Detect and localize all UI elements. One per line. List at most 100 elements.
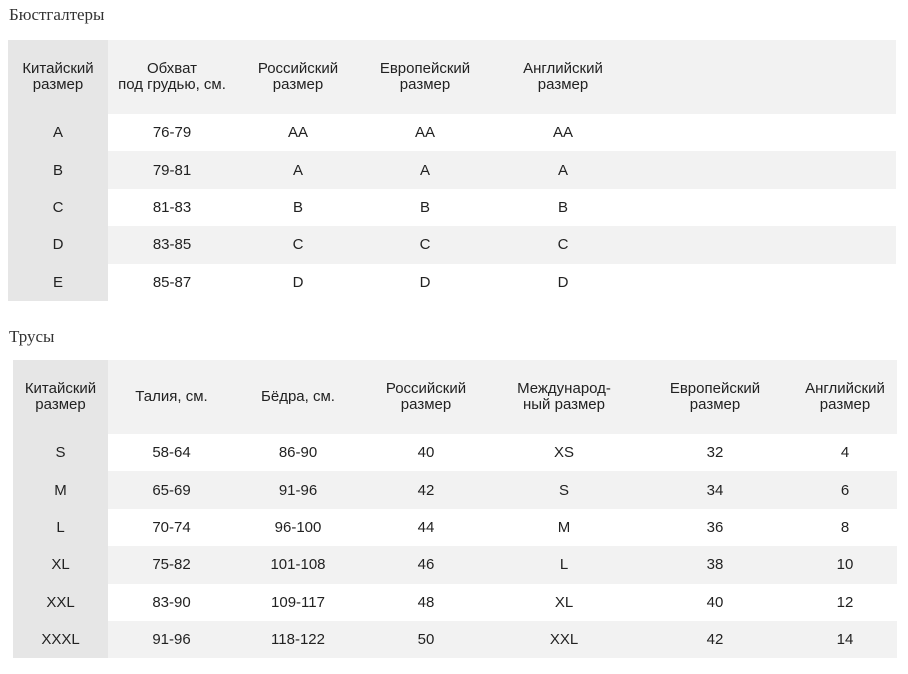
table-cell: 96-100: [274, 518, 322, 536]
table-cell: 14: [793, 620, 897, 659]
table-cell: 81-83: [152, 198, 192, 216]
table-cell: 109-117: [271, 593, 325, 611]
column-header: Английский размер: [793, 360, 897, 434]
table-cell: D: [8, 226, 108, 264]
table-cell: XL: [13, 546, 108, 584]
table-cell: 83-85: [108, 226, 236, 264]
table-cell: XXL: [491, 620, 637, 659]
panties-size-table: Китайский размер Талия, см. Бёдра, см. Росси…: [13, 360, 897, 659]
table-cell: 42: [637, 620, 793, 659]
table-row: XXXL 91-96 118-122 50 XXL 42 14: [13, 620, 897, 659]
table-cell: C: [360, 226, 490, 264]
table-cell: 85-87: [152, 273, 192, 291]
table-cell: L: [13, 508, 108, 547]
table-cell: 118-122: [235, 620, 361, 659]
table-cell: D: [557, 273, 569, 291]
table-cell: A: [360, 151, 490, 189]
table-cell: 91-96: [108, 620, 235, 659]
table-cell: A: [490, 151, 636, 189]
table-cell: C: [236, 226, 360, 264]
table-cell: 32: [706, 444, 724, 462]
column-header: Китайский размер: [13, 360, 108, 434]
table-cell: 44: [417, 518, 435, 536]
table-cell: C: [490, 226, 636, 264]
column-header: Талия, см.: [108, 360, 235, 434]
table-cell: AA: [552, 124, 573, 142]
table-cell-empty: [636, 264, 896, 301]
table-cell-empty: [636, 226, 896, 264]
table-cell: 42: [361, 471, 491, 509]
table-cell: AA: [414, 124, 435, 142]
table-cell: 6: [793, 471, 897, 509]
table-cell: M: [13, 471, 108, 509]
table-cell: D: [292, 273, 304, 291]
table-row: B 79-81 A A A: [8, 151, 896, 189]
table-row: XL 75-82 101-108 46 L 38 10: [13, 546, 897, 584]
table-cell: 50: [361, 620, 491, 659]
table-row: D 83-85 C C C: [8, 226, 896, 264]
table-cell: 91-96: [235, 471, 361, 509]
table-row: S 58-64 86-90 40 XS 32 4: [13, 434, 897, 472]
table-cell: 46: [361, 546, 491, 584]
table-cell: B: [419, 198, 430, 216]
table-cell: D: [419, 273, 431, 291]
table-row: A 76-79 AA AA AA: [8, 114, 896, 152]
table-header-row: Китайский размер Обхват под грудью, см. Росс…: [8, 40, 896, 114]
bras-section-title: Бюстгалтеры: [9, 5, 105, 24]
table-cell: 36: [706, 518, 724, 536]
table-cell: M: [557, 518, 571, 536]
column-header: Обхват под грудью, см.: [108, 40, 236, 114]
bras-size-table: Китайский размер Обхват под грудью, см. Росс…: [8, 40, 896, 301]
table-cell: 83-90: [152, 593, 191, 611]
column-header: Международ-ный размер: [491, 360, 637, 434]
table-cell: 79-81: [108, 151, 236, 189]
table-cell: 40: [417, 444, 435, 462]
table-cell: B: [557, 198, 568, 216]
table-cell: C: [8, 188, 108, 227]
table-cell: AA: [287, 124, 308, 142]
column-header: Бёдра, см.: [235, 360, 361, 434]
table-cell: 40: [706, 593, 724, 611]
table-cell: 12: [836, 593, 854, 611]
table-cell: 86-90: [278, 444, 318, 462]
table-cell-empty: [636, 114, 896, 151]
table-cell: 4: [840, 444, 850, 462]
table-cell: L: [491, 546, 637, 584]
table-cell: XL: [554, 593, 574, 611]
table-cell: B: [8, 151, 108, 189]
table-row: L 70-74 96-100 44 M 36 8: [13, 508, 897, 547]
column-header-empty: [636, 40, 896, 114]
table-cell: 48: [417, 593, 435, 611]
column-header: Английский размер: [490, 40, 636, 114]
table-cell: S: [491, 471, 637, 509]
table-cell: S: [13, 434, 108, 472]
column-header: Российский размер: [236, 40, 360, 114]
table-cell: XXXL: [13, 620, 108, 659]
table-cell: A: [236, 151, 360, 189]
column-header: Европейский размер: [637, 360, 793, 434]
table-cell: 76-79: [152, 124, 192, 142]
table-row: M 65-69 91-96 42 S 34 6: [13, 471, 897, 509]
table-header-row: Китайский размер Талия, см. Бёдра, см. Росси…: [13, 360, 897, 434]
table-cell: XS: [553, 444, 574, 462]
table-cell: 70-74: [152, 518, 191, 536]
column-header: Российский размер: [361, 360, 491, 434]
table-cell: A: [8, 114, 108, 152]
table-row: E 85-87 D D D: [8, 263, 896, 301]
table-row: XXL 83-90 109-117 48 XL 40 12: [13, 583, 897, 621]
table-cell: 65-69: [108, 471, 235, 509]
table-cell: 38: [637, 546, 793, 584]
table-row: C 81-83 B B B: [8, 188, 896, 227]
table-cell: 10: [793, 546, 897, 584]
table-cell: XXL: [13, 583, 108, 621]
table-cell-empty: [636, 189, 896, 226]
table-cell: 58-64: [152, 444, 191, 462]
table-cell: 101-108: [235, 546, 361, 584]
table-cell: 75-82: [108, 546, 235, 584]
column-header: Китайский размер: [8, 40, 108, 114]
column-header: Европейский размер: [360, 40, 490, 114]
table-cell: B: [292, 198, 303, 216]
table-cell: 34: [637, 471, 793, 509]
table-cell-empty: [636, 151, 896, 189]
table-cell: E: [8, 263, 108, 301]
